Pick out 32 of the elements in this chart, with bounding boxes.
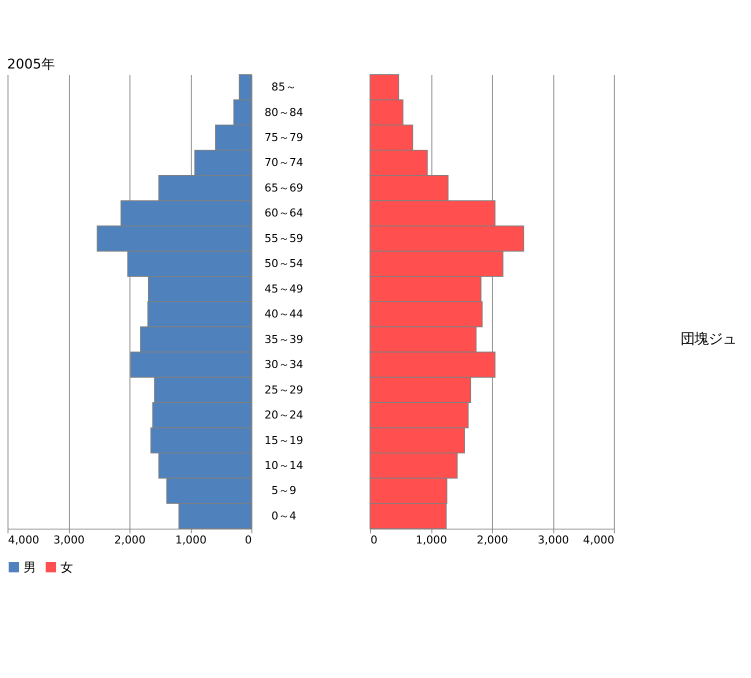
y-tick-label: 80～84 <box>264 106 304 119</box>
y-tick-label: 60～64 <box>264 206 304 220</box>
legend-label: 男 <box>24 559 37 574</box>
y-tick-label: 85～ <box>271 80 296 94</box>
x-tick-label: 1,000 <box>416 533 448 546</box>
x-tick-label: 0 <box>244 533 252 546</box>
x-tick-label: 3,000 <box>53 533 85 546</box>
y-tick-label: 15～19 <box>264 434 304 447</box>
x-tick-label: 1,000 <box>175 533 207 546</box>
y-tick-label: 75～79 <box>264 130 304 144</box>
x-tick-label: 4,000 <box>583 533 614 546</box>
y-tick-label: 65～69 <box>264 181 304 194</box>
y-tick-label: 40～44 <box>264 308 304 321</box>
y-tick-label: 10～14 <box>264 458 304 472</box>
chart-title: 2005年 <box>7 57 54 72</box>
y-tick-label: 70～74 <box>264 156 304 170</box>
text: 団塊ジュ <box>680 332 736 348</box>
legend-label: 女 <box>60 559 74 574</box>
x-tick-label: 0 <box>370 533 378 546</box>
y-tick-label: 0～4 <box>271 509 296 522</box>
x-tick-label: 2,000 <box>476 533 508 546</box>
y-tick-label: 30～34 <box>264 358 304 372</box>
y-tick-label: 50～54 <box>264 257 304 270</box>
x-tick-label: 4,000 <box>8 533 40 546</box>
y-tick-label: 25～29 <box>264 383 304 396</box>
y-tick-label: 5～9 <box>271 484 296 498</box>
y-tick-label: 45～49 <box>264 282 304 296</box>
y-tick-label: 55～59 <box>264 232 304 245</box>
x-tick-label: 2,000 <box>114 533 146 546</box>
x-tick-label: 3,000 <box>538 533 570 546</box>
y-tick-label: 20～24 <box>264 408 304 422</box>
y-tick-label: 35～39 <box>264 332 304 346</box>
